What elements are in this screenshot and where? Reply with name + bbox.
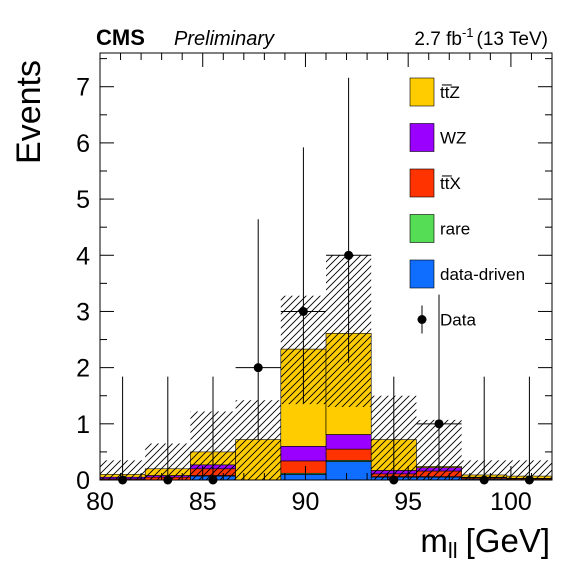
data-point-3 xyxy=(253,363,263,373)
bar-wz-4 xyxy=(280,445,327,462)
legend-swatch-rare xyxy=(409,214,435,243)
legend: tt̅Z WZ tt̅X rare data-driven Data xyxy=(409,77,525,334)
y-tick-label-4: 4 xyxy=(76,242,90,270)
bar-data-driven-5 xyxy=(325,461,372,480)
y-tick-label-0: 0 xyxy=(76,467,90,495)
preliminary-label: Preliminary xyxy=(174,28,275,50)
axes: 80 85 90 95 100 0 1 2 3 4 5 6 7 xyxy=(76,53,553,516)
data-point-7 xyxy=(434,419,444,429)
x-axis-title-subscript: ll xyxy=(448,538,458,563)
legend-swatch-data-driven xyxy=(409,259,435,289)
legend-swatch-tt-x xyxy=(409,168,435,198)
y-tick-label-2: 2 xyxy=(76,355,90,383)
legend-swatch-tt-z xyxy=(409,77,435,107)
legend-label-wz: WZ xyxy=(440,129,466,148)
legend-marker-data xyxy=(417,315,427,324)
legend-label-data-driven: data-driven xyxy=(440,265,525,284)
x-tick-label-100: 100 xyxy=(490,488,532,516)
x-tick-label-90: 90 xyxy=(292,488,320,516)
y-axis-title: Events xyxy=(10,60,48,164)
legend-label-rare: rare xyxy=(440,220,470,239)
bar-tt-x-4 xyxy=(280,460,327,474)
x-axis-title-symbol: m xyxy=(420,522,448,559)
legend-label-tt-x: tt̅X xyxy=(440,174,461,193)
lumi-exponent: -1 xyxy=(462,25,474,40)
luminosity-label: 2.7 fb-1 (13 TeV) xyxy=(414,25,548,50)
y-tick-label-7: 7 xyxy=(76,74,90,102)
legend-label-data: Data xyxy=(440,311,476,330)
lumi-value: 2.7 fb xyxy=(414,29,462,50)
x-tick-label-85: 85 xyxy=(189,488,217,516)
legend-swatch-wz xyxy=(409,123,435,152)
y-tick-label-6: 6 xyxy=(76,130,90,158)
x-tick-label-95: 95 xyxy=(394,488,422,516)
x-tick-label-80: 80 xyxy=(86,488,114,516)
cms-label: CMS xyxy=(96,25,145,50)
bar-wz-5 xyxy=(325,434,372,450)
data-points xyxy=(118,77,534,485)
y-tick-label-5: 5 xyxy=(76,186,90,214)
lumi-energy: (13 TeV) xyxy=(477,29,548,50)
x-axis-title: mll [GeV] xyxy=(420,522,550,563)
bar-tt-x-5 xyxy=(325,448,372,461)
y-tick-label-3: 3 xyxy=(76,298,90,326)
legend-label-tt-z: tt̅Z xyxy=(440,83,460,102)
data-point-4 xyxy=(298,306,308,316)
bar-data-driven-4 xyxy=(280,474,327,480)
data-point-5 xyxy=(344,250,354,260)
x-axis-title-unit: [GeV] xyxy=(466,522,550,559)
y-tick-label-1: 1 xyxy=(76,411,90,439)
